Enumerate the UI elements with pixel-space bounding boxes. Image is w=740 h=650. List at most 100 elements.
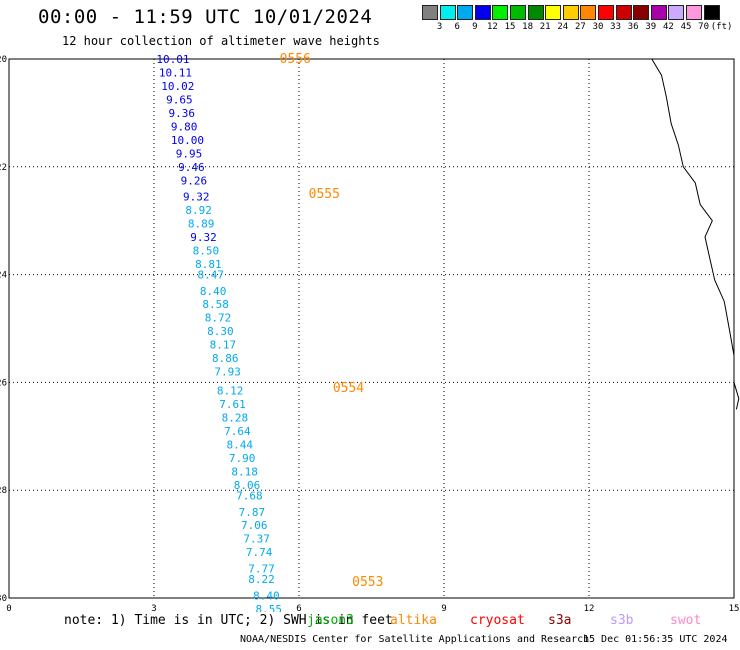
wave-height-value: 8.17 xyxy=(210,339,237,352)
y-tick-label: -22 xyxy=(0,163,7,173)
legend-swatch xyxy=(562,5,579,20)
wave-height-value: 8.22 xyxy=(248,573,275,586)
wave-height-value: 8.86 xyxy=(212,352,239,365)
legend-swatch xyxy=(457,5,474,20)
wave-height-value: 8.50 xyxy=(193,244,220,257)
legend-swatch xyxy=(650,5,667,20)
wave-height-value: 9.65 xyxy=(166,93,193,106)
satellite-name: s3b xyxy=(610,613,634,628)
legend-swatch xyxy=(703,5,720,20)
wave-height-value: 8.44 xyxy=(227,438,254,451)
plot-frame xyxy=(8,58,735,599)
satellite-name: s3a xyxy=(548,613,572,628)
footer-note: note: 1) Time is in UTC; 2) SWH is in fe… xyxy=(64,613,393,628)
wave-height-value: 8.06 xyxy=(234,479,261,492)
wave-height-value: 9.32 xyxy=(183,190,210,203)
legend-label: 27 xyxy=(574,22,586,32)
x-tick-label: 12 xyxy=(584,604,595,612)
wave-height-value: 8.81 xyxy=(195,258,222,271)
legend-unit: (ft) xyxy=(710,22,733,32)
legend-label: 33 xyxy=(610,22,622,32)
satellite-name: altika xyxy=(390,613,437,628)
x-tick-label: 3 xyxy=(151,604,156,612)
wave-height-value: 9.36 xyxy=(169,107,196,120)
satellite-name: cryosat xyxy=(470,613,525,628)
legend-swatch xyxy=(598,5,614,20)
x-tick-label: 15 xyxy=(729,604,740,612)
legend-swatch xyxy=(668,5,685,20)
coastline xyxy=(651,58,740,410)
legend-label: 15 xyxy=(504,22,516,32)
legend-label: 30 xyxy=(592,22,604,32)
legend-label: 12 xyxy=(486,22,498,32)
satellite-name: jason3 xyxy=(307,613,354,628)
legend-label: 9 xyxy=(472,22,478,32)
x-tick-label: 0 xyxy=(6,604,11,612)
y-tick-label: -28 xyxy=(0,486,7,496)
legend-label: 21 xyxy=(539,22,551,32)
wave-height-value: 7.06 xyxy=(241,519,268,532)
wave-height-value: 7.64 xyxy=(224,425,251,438)
legend-swatch xyxy=(615,5,632,20)
wave-height-value: 8.12 xyxy=(217,384,244,397)
wave-height-value: 9.80 xyxy=(171,120,198,133)
wave-height-value: 7.61 xyxy=(219,398,246,411)
wave-height-value: 9.95 xyxy=(176,147,203,160)
pass-time-label: 0554 xyxy=(333,381,364,396)
credit-line: NOAA/NESDIS Center for Satellite Applica… xyxy=(240,634,590,645)
wave-height-value: 7.37 xyxy=(243,533,270,546)
wave-height-value: 8.40 xyxy=(253,589,279,602)
wave-height-value: 8.40 xyxy=(200,285,227,298)
wave-height-value: 7.93 xyxy=(214,366,241,379)
wave-height-value: 8.30 xyxy=(207,325,234,338)
wave-height-value: 10.11 xyxy=(159,66,192,79)
wave-height-value: 8.89 xyxy=(188,217,215,230)
wave-height-value: 7.68 xyxy=(236,490,263,503)
legend-label: 6 xyxy=(454,22,460,32)
legend-label: 39 xyxy=(645,22,657,32)
wave-height-value: 10.00 xyxy=(171,134,204,147)
legend-label: 3 xyxy=(436,22,443,32)
legend-swatch xyxy=(545,5,562,20)
legend-swatch xyxy=(686,5,702,20)
legend-label: 70 xyxy=(698,22,710,32)
wave-height-value: 8.18 xyxy=(231,465,257,478)
wave-height-value: 8.92 xyxy=(185,204,212,217)
x-tick-label: 6 xyxy=(296,604,301,612)
legend-swatch xyxy=(510,5,526,20)
y-tick-label: -24 xyxy=(0,271,7,281)
wave-height-value: 7.77 xyxy=(248,562,275,575)
wave-height-value: 10.01 xyxy=(156,53,189,66)
wave-height-value: 8.47 xyxy=(198,269,225,282)
wave-height-map: 03691215-20-22-24-26-28-3010.0110.1110.0… xyxy=(0,52,740,612)
legend-swatch xyxy=(422,5,438,20)
y-tick-label: -20 xyxy=(0,55,7,65)
legend-swatch xyxy=(492,5,509,20)
legend-swatch xyxy=(633,5,650,20)
legend-label: 42 xyxy=(662,22,674,32)
x-tick-label: 9 xyxy=(441,604,446,612)
wave-height-value: 9.32 xyxy=(190,231,217,244)
legend-swatch xyxy=(439,5,456,20)
generation-timestamp: 15 Dec 01:56:35 UTC 2024 xyxy=(583,634,728,645)
legend-swatch xyxy=(580,5,597,20)
pass-time-label: 0555 xyxy=(309,187,340,202)
y-tick-label: -26 xyxy=(0,378,7,388)
pass-time-label: 0556 xyxy=(280,52,311,67)
wave-height-value: 7.90 xyxy=(229,452,256,465)
wave-height-value: 9.26 xyxy=(181,174,208,187)
legend-label: 18 xyxy=(522,22,534,32)
pass-time-label: 0553 xyxy=(352,575,383,590)
wave-height-value: 9.46 xyxy=(178,161,205,174)
wave-height-value: 8.28 xyxy=(222,411,249,424)
legend-label: 45 xyxy=(680,22,692,32)
wave-height-value: 8.55 xyxy=(256,603,283,612)
legend-swatch xyxy=(527,5,544,20)
y-tick-label: -30 xyxy=(0,594,7,604)
legend-label: 24 xyxy=(557,22,569,32)
legend-label: 36 xyxy=(627,22,639,32)
map-title: 00:00 - 11:59 UTC 10/01/2024 xyxy=(38,6,373,28)
wave-height-value: 7.74 xyxy=(246,546,273,559)
map-subtitle: 12 hour collection of altimeter wave hei… xyxy=(62,34,380,48)
wave-height-value: 10.02 xyxy=(161,80,194,93)
